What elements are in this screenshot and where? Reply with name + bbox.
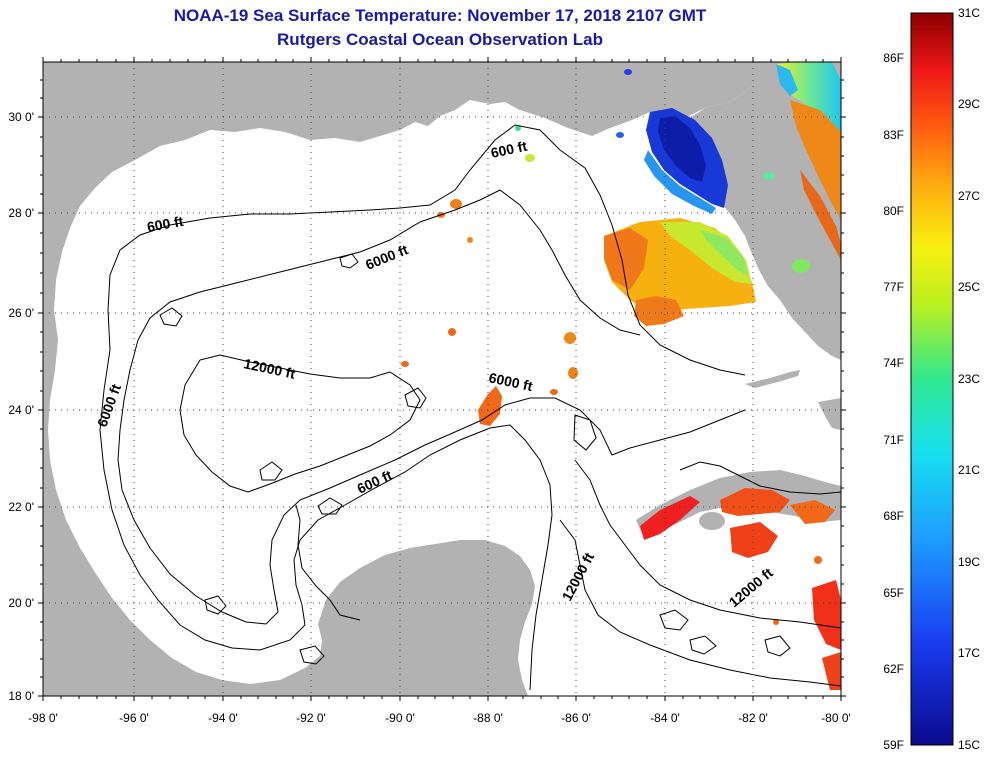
land-isle-of-youth [699, 512, 725, 530]
colorbar-celsius-label: 25C [958, 280, 980, 294]
contour-label: 600 ft [489, 138, 528, 161]
contour-label: 600 ft [146, 213, 185, 235]
x-tick-label: -86 0' [561, 711, 591, 725]
map-subtitle: Rutgers Coastal Ocean Observation Lab [277, 30, 603, 49]
y-tick-label: 24 0' [8, 403, 34, 417]
colorbar-fahrenheit-label: 71F [883, 433, 904, 447]
y-tick-label: 20 0' [8, 596, 34, 610]
x-tick-label: -98 0' [28, 711, 58, 725]
colorbar-celsius-label: 19C [958, 555, 980, 569]
y-tick-label: 18 0' [8, 689, 34, 703]
colorbar-fahrenheit-label: 86F [883, 51, 904, 65]
sst-data-layer [401, 62, 841, 690]
colorbar-celsius-label: 21C [958, 463, 980, 477]
colorbar-celsius-label: 27C [958, 189, 980, 203]
x-tick-label: -96 0' [119, 711, 149, 725]
colorbar-celsius-label: 23C [958, 372, 980, 386]
map-title: NOAA-19 Sea Surface Temperature: Novembe… [173, 6, 707, 25]
x-tick-label: -80 0' [821, 711, 851, 725]
colorbar-fahrenheit-label: 77F [883, 280, 904, 294]
tick-marks [38, 57, 846, 701]
x-tick-label: -90 0' [385, 711, 415, 725]
y-tick-label: 26 0' [8, 306, 34, 320]
colorbar-celsius-label: 29C [958, 97, 980, 111]
graticule [43, 62, 841, 696]
colorbar-fahrenheit-label: 65F [883, 586, 904, 600]
x-tick-label: -92 0' [296, 711, 326, 725]
x-tick-label: -84 0' [650, 711, 680, 725]
land-florida-keys [745, 370, 800, 388]
colorbar-celsius-label: 31C [958, 6, 980, 20]
bathymetry-contours [99, 124, 841, 691]
colorbar-fahrenheit-label: 68F [883, 509, 904, 523]
colorbar-gradient [910, 12, 954, 746]
x-tick-label: -88 0' [473, 711, 503, 725]
x-tick-label: -94 0' [208, 711, 238, 725]
y-tick-label: 22 0' [8, 500, 34, 514]
colorbar-fahrenheit-label: 83F [883, 128, 904, 142]
colorbar-fahrenheit-label: 62F [883, 662, 904, 676]
colorbar: 86F 83F 80F 77F 74F 71F 68F 65F 62F 59F … [883, 6, 980, 752]
colorbar-celsius-label: 17C [958, 646, 980, 660]
colorbar-fahrenheit-label: 59F [883, 738, 904, 752]
map-frame [42, 61, 842, 697]
y-tick-label: 28 0' [8, 206, 34, 220]
land-bahamas [818, 398, 841, 430]
y-tick-label: 30 0' [8, 110, 34, 124]
colorbar-fahrenheit-label: 74F [883, 356, 904, 370]
colorbar-fahrenheit-label: 80F [883, 204, 904, 218]
colorbar-celsius-label: 15C [958, 738, 980, 752]
x-tick-label: -82 0' [738, 711, 768, 725]
land-north-america [43, 62, 760, 696]
